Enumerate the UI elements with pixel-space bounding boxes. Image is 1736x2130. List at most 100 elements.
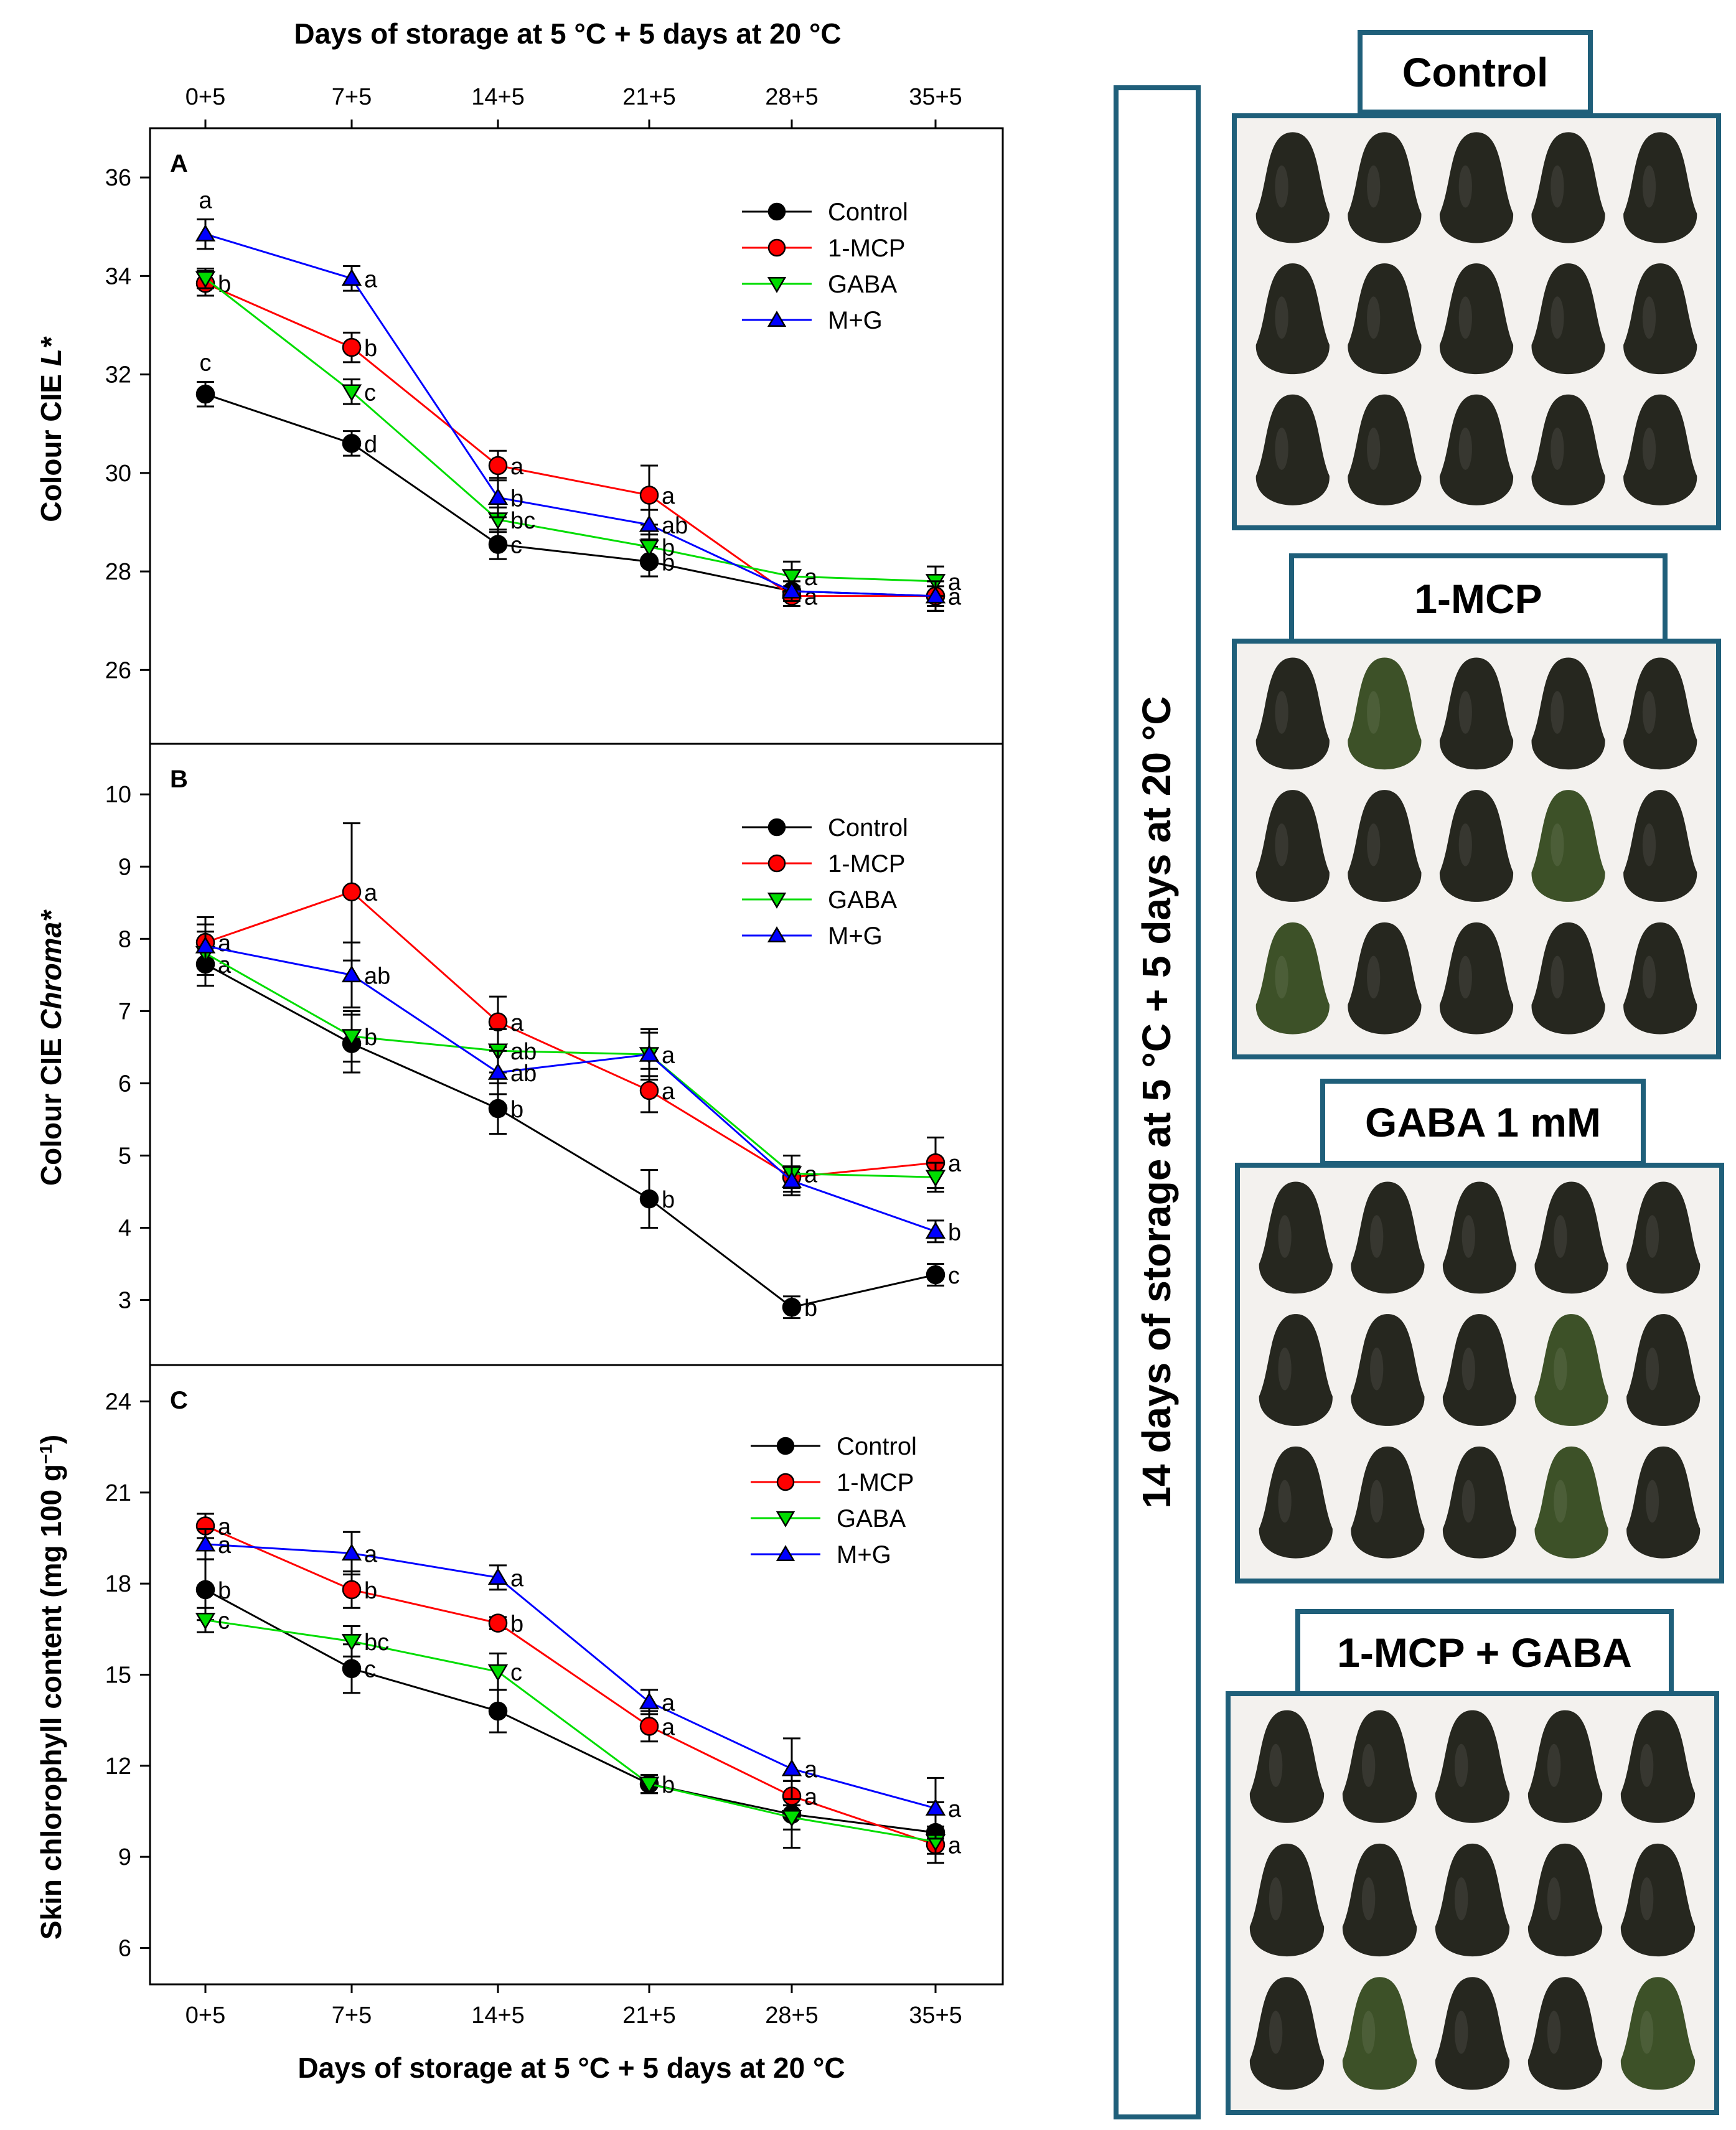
avocado-fruit [1626, 1314, 1701, 1426]
avocado-fruit [1249, 1843, 1325, 1957]
avocado-highlight [1361, 2010, 1376, 2054]
legend-label-1-MCP: 1-MCP [828, 235, 905, 262]
top-x-tick-label-21+5: 21+5 [622, 84, 676, 110]
avocado-highlight [1645, 1215, 1659, 1258]
avocado-highlight [1370, 1347, 1384, 1391]
point-M+G [781, 581, 802, 599]
avocado-fruit [1531, 394, 1605, 505]
point-1-MCP [488, 456, 508, 476]
bottom-x-tick-label-21+5: 21+5 [622, 2002, 676, 2029]
avocado-highlight [1458, 165, 1472, 208]
avocado-highlight [1462, 1215, 1475, 1258]
point-M+G [639, 1044, 660, 1062]
legend-marker [767, 854, 786, 873]
legend-label-Control: Control [837, 1433, 917, 1460]
avocado-highlight [1269, 1877, 1283, 1921]
point-M+G [195, 224, 216, 242]
avocado-fruit [1348, 132, 1422, 243]
significance-letter: a [218, 931, 232, 957]
significance-letter: c [510, 533, 522, 559]
point-1-MCP [639, 486, 659, 505]
avocado-fruit [1620, 1843, 1696, 1957]
photo-title: 1-MCP [1414, 576, 1542, 622]
avocado-highlight [1551, 428, 1564, 470]
avocado-fruit [1259, 1314, 1333, 1426]
legend-label-Control: Control [828, 814, 908, 842]
point-1-MCP [488, 1012, 508, 1032]
bottom-x-tick-label-0+5: 0+5 [185, 2002, 225, 2029]
significance-letter: b [364, 335, 377, 362]
avocado-highlight [1367, 428, 1381, 470]
avocado-highlight [1642, 165, 1656, 208]
significance-letter: b [662, 550, 675, 576]
avocado-highlight [1454, 1877, 1468, 1921]
series-line-M+G [205, 233, 936, 598]
legend-label-GABA: GABA [828, 271, 897, 298]
avocado-fruit [1620, 1977, 1696, 2090]
legend-label-M+G: M+G [828, 922, 883, 950]
y-tick-label: 24 [105, 1389, 131, 1415]
avocado-fruit [1442, 1181, 1517, 1294]
significance-letter: a [199, 187, 212, 213]
avocado-highlight [1640, 2010, 1654, 2054]
significance-letter: c [510, 1660, 522, 1686]
avocado-highlight [1551, 165, 1564, 208]
top-x-tick-label-7+5: 7+5 [332, 84, 372, 110]
point-M+G [341, 268, 362, 286]
avocado-highlight [1458, 296, 1472, 339]
significance-letter: ab [364, 963, 390, 989]
avocado-fruit [1435, 1843, 1510, 1957]
legend-marker [767, 202, 786, 221]
avocado-fruit [1342, 1843, 1417, 1957]
avocado-highlight [1269, 2010, 1283, 2054]
avocado-fruit [1531, 790, 1605, 902]
photo-title: GABA 1 mM [1365, 1099, 1601, 1145]
significance-letter: a [662, 1690, 675, 1716]
avocado-highlight [1275, 296, 1288, 339]
avocado-fruit [1623, 922, 1697, 1035]
y-axis-label: Colour CIE L* [35, 336, 67, 522]
photo-title-frame [1320, 1079, 1646, 1166]
avocado-fruit [1255, 790, 1330, 902]
avocado-highlight [1554, 1347, 1567, 1391]
significance-letter: a [218, 1532, 232, 1559]
point-M+G [781, 1758, 802, 1776]
avocado-highlight [1278, 1215, 1292, 1258]
avocado-fruit [1435, 1977, 1510, 2090]
avocado-highlight [1275, 691, 1288, 734]
y-axis-label: Skin chlorophyll content (mg 100 g−1) [35, 1435, 67, 1940]
avocado-highlight [1462, 1480, 1475, 1523]
avocado-highlight [1458, 428, 1472, 470]
significance-letter: a [804, 565, 818, 591]
avocado-highlight [1642, 823, 1656, 866]
avocado-fruit [1351, 1314, 1425, 1426]
avocado-fruit [1348, 922, 1422, 1035]
avocado-fruit [1348, 790, 1422, 902]
bottom-x-tick-label-7+5: 7+5 [332, 2002, 372, 2029]
point-M+G [639, 515, 660, 532]
photo-panel: Control [1232, 30, 1721, 530]
legend-label-GABA: GABA [837, 1505, 906, 1532]
series-line-1-MCP [205, 891, 936, 1178]
significance-letter: b [662, 1187, 675, 1213]
chart-panel-C: C 6 9 12 15 18 21 24 Skin chlorophyll content (m… [35, 1364, 1004, 2029]
avocado-fruit [1255, 263, 1330, 375]
point-M+G [781, 1171, 802, 1188]
photo-title: Control [1402, 49, 1549, 95]
point-Control [195, 384, 215, 404]
avocado-fruit [1435, 1710, 1510, 1823]
significance-letter: a [948, 570, 962, 596]
point-GABA [195, 1612, 216, 1630]
legend-marker [776, 1511, 795, 1527]
avocado-highlight [1547, 1743, 1561, 1787]
point-1-MCP [342, 1580, 362, 1600]
avocado-fruit [1527, 1710, 1603, 1823]
significance-letter: a [510, 454, 524, 480]
significance-letter: c [218, 1608, 230, 1635]
point-M+G [487, 1567, 509, 1585]
avocado-fruit [1348, 263, 1422, 375]
significance-letter: c [364, 1657, 376, 1683]
avocado-highlight [1645, 1347, 1659, 1391]
avocado-fruit [1531, 263, 1605, 375]
significance-letter: a [948, 1796, 962, 1823]
